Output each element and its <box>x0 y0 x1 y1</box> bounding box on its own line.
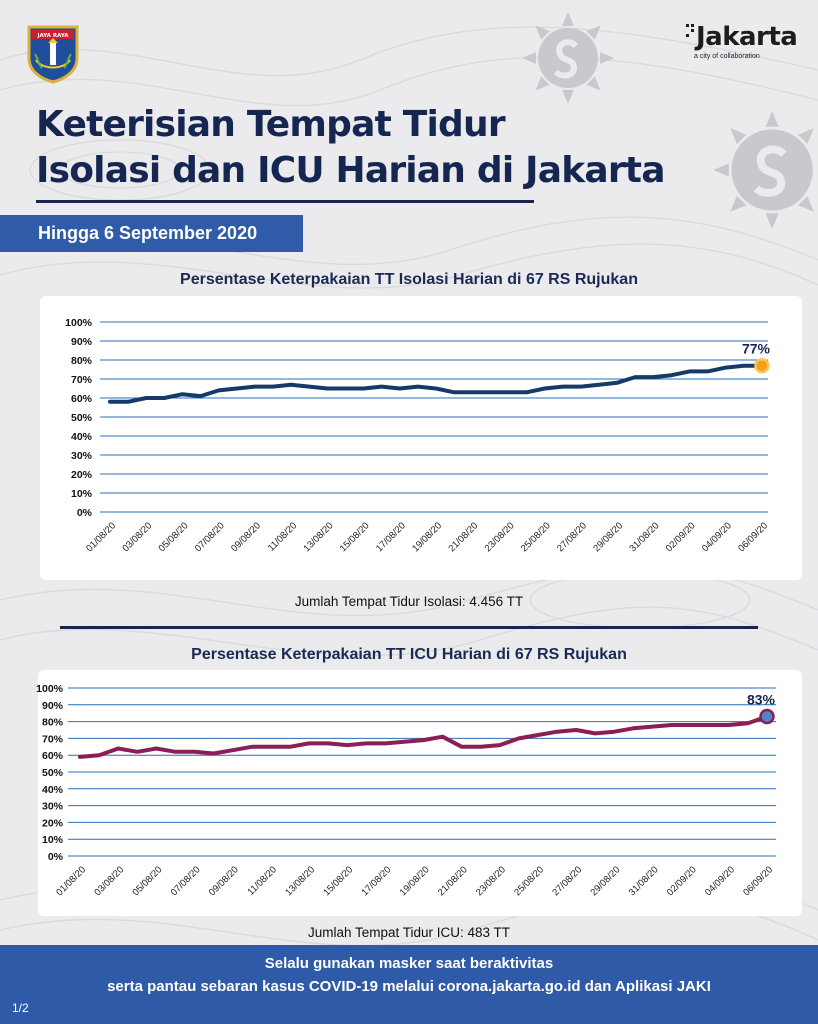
chart-isolasi-title: Persentase Keterpakaian TT Isolasi Haria… <box>180 271 638 288</box>
icu-x-tick-label: 02/09/20 <box>665 864 699 898</box>
chart-isolasi-panel <box>40 296 802 580</box>
icu-x-tick-label: 19/08/20 <box>398 864 432 898</box>
icu-y-tick-label: 70% <box>42 733 64 745</box>
icu-x-tick-label: 23/08/20 <box>474 864 508 898</box>
icu-x-tick-label: 07/08/20 <box>169 864 203 898</box>
logo-dots-icon <box>686 24 694 37</box>
page-title: Keterisian Tempat Tidur Isolasi dan ICU … <box>36 102 665 194</box>
date-badge: Hingga 6 September 2020 <box>0 215 303 252</box>
icu-x-tick-label: 21/08/20 <box>436 864 470 898</box>
icu-y-tick-label: 20% <box>42 817 64 829</box>
chart-icu-panel <box>38 670 802 916</box>
icu-x-tick-label: 13/08/20 <box>283 864 317 898</box>
icu-series-line <box>78 714 769 759</box>
icu-x-tick-label: 05/08/20 <box>131 864 165 898</box>
title-divider <box>36 200 534 203</box>
icu-x-tick-label: 03/08/20 <box>92 864 126 898</box>
icu-y-tick-label: 50% <box>42 767 64 779</box>
isolasi-y-tick-label: 0% <box>77 507 93 519</box>
icu-y-tick-label: 0% <box>48 851 64 863</box>
virus-gear-small-icon <box>522 12 614 104</box>
footer-line2: serta pantau sebaran kasus COVID-19 mela… <box>107 978 711 995</box>
isolasi-last-value-label: 77% <box>742 341 771 357</box>
isolasi-y-tick-label: 100% <box>65 317 93 329</box>
isolasi-y-tick-label: 90% <box>71 336 93 348</box>
page-number: 1/2 <box>12 1001 29 1015</box>
isolasi-y-tick-label: 20% <box>71 469 93 481</box>
isolasi-y-tick-label: 70% <box>71 374 93 386</box>
icu-x-tick-label: 15/08/20 <box>321 864 355 898</box>
icu-x-tick-label: 27/08/20 <box>550 864 584 898</box>
icu-last-point-marker <box>759 708 775 725</box>
isolasi-y-tick-label: 10% <box>71 488 93 500</box>
icu-y-tick-label: 100% <box>36 683 64 695</box>
icu-x-tick-label: 09/08/20 <box>207 864 241 898</box>
logo-tagline: a city of collaboration <box>694 53 760 60</box>
isolasi-y-tick-label: 50% <box>71 412 93 424</box>
icu-x-tick-label: 06/09/20 <box>741 864 775 898</box>
chart-isolasi-caption: Jumlah Tempat Tidur Isolasi: 4.456 TT <box>294 594 524 609</box>
icu-y-tick-label: 10% <box>42 834 64 846</box>
chart-icu-title: Persentase Keterpakaian TT ICU Harian di… <box>191 646 627 663</box>
icu-x-tick-label: 11/08/20 <box>246 864 279 897</box>
icu-x-tick-label: 01/08/20 <box>54 864 88 898</box>
section-divider <box>60 626 758 629</box>
icu-y-tick-label: 40% <box>42 784 64 796</box>
icu-x-tick-label: 17/08/20 <box>360 864 394 898</box>
icu-x-tick-label: 25/08/20 <box>512 864 546 898</box>
isolasi-y-tick-label: 30% <box>71 450 93 462</box>
emblem-text: JAYA RAYA <box>36 33 69 39</box>
icu-y-tick-label: 80% <box>42 717 64 729</box>
page-title-line1: Keterisian Tempat Tidur <box>36 104 506 145</box>
icu-y-tick-label: 60% <box>42 750 64 762</box>
icu-y-tick-label: 30% <box>42 801 64 813</box>
logo-wordmark: Jakarta <box>696 22 798 52</box>
isolasi-y-tick-label: 40% <box>71 431 93 443</box>
jakarta-emblem-icon: JAYA RAYA <box>27 25 79 84</box>
icu-y-tick-label: 90% <box>42 700 64 712</box>
footer-banner: Selalu gunakan masker saat beraktivitas … <box>0 945 818 1024</box>
page-title-line2: Isolasi dan ICU Harian di Jakarta <box>36 150 665 191</box>
icu-x-tick-label: 04/09/20 <box>703 864 737 898</box>
isolasi-y-tick-label: 80% <box>71 355 93 367</box>
isolasi-y-tick-label: 60% <box>71 393 93 405</box>
icu-x-tick-label: 29/08/20 <box>589 864 623 898</box>
chart-icu-caption: Jumlah Tempat Tidur ICU: 483 TT <box>307 925 511 940</box>
icu-last-value-label: 83% <box>747 692 776 708</box>
jakarta-logo: Jakarta a city of collaboration <box>686 22 798 60</box>
icu-x-tick-label: 31/08/20 <box>627 864 661 898</box>
isolasi-last-point-marker <box>754 357 770 374</box>
footer-line1: Selalu gunakan masker saat beraktivitas <box>264 955 554 972</box>
virus-gear-large-icon <box>713 111 814 229</box>
isolasi-series-line <box>108 363 764 404</box>
